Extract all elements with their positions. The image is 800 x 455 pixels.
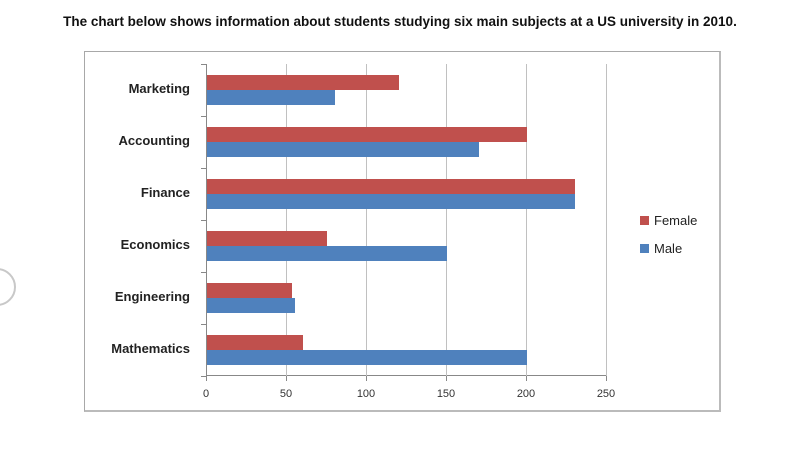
x-tick bbox=[366, 376, 367, 381]
category-label: Finance bbox=[140, 185, 190, 200]
bar-female-economics bbox=[207, 231, 327, 246]
legend-label: Female bbox=[654, 212, 698, 228]
y-tick bbox=[201, 272, 206, 273]
gridline bbox=[286, 64, 287, 376]
category-label: Accounting bbox=[118, 133, 191, 148]
x-tick-label: 0 bbox=[202, 388, 210, 400]
x-tick bbox=[606, 376, 607, 381]
x-tick-label: 150 bbox=[436, 388, 456, 400]
gridline bbox=[526, 64, 527, 376]
y-tick bbox=[201, 168, 206, 169]
chart-title: The chart below shows information about … bbox=[63, 14, 737, 29]
x-tick-label: 250 bbox=[596, 388, 616, 400]
plot-area bbox=[201, 64, 607, 381]
category-label: Mathematics bbox=[111, 341, 190, 356]
gridline bbox=[606, 64, 607, 376]
bar-male-economics bbox=[207, 246, 447, 261]
x-tick-label: 50 bbox=[279, 388, 293, 400]
y-axis bbox=[206, 64, 207, 376]
x-tick-label: 100 bbox=[356, 388, 376, 400]
x-axis bbox=[206, 375, 606, 376]
y-tick bbox=[201, 116, 206, 117]
female-swatch-icon bbox=[640, 215, 649, 225]
male-swatch-icon bbox=[640, 243, 649, 253]
bar-female-finance bbox=[207, 179, 575, 194]
y-tick bbox=[201, 324, 206, 325]
category-label: Economics bbox=[120, 237, 190, 252]
bar-male-finance bbox=[207, 194, 575, 209]
bar-female-marketing bbox=[207, 75, 399, 90]
x-tick bbox=[526, 376, 527, 381]
bar-male-accounting bbox=[207, 142, 479, 157]
gridline bbox=[366, 64, 367, 376]
x-tick bbox=[206, 376, 207, 381]
bar-female-accounting bbox=[207, 127, 527, 142]
y-tick bbox=[201, 64, 206, 65]
bar-female-mathematics bbox=[207, 335, 303, 350]
legend: Female Male bbox=[640, 206, 697, 262]
x-tick-label: 200 bbox=[516, 388, 536, 400]
bar-male-engineering bbox=[207, 298, 295, 313]
bar-female-engineering bbox=[207, 283, 292, 298]
x-tick bbox=[446, 376, 447, 381]
x-tick bbox=[286, 376, 287, 381]
legend-item-male: Male bbox=[640, 234, 697, 262]
y-tick bbox=[201, 376, 206, 377]
bar-male-mathematics bbox=[207, 350, 527, 365]
category-label: Engineering bbox=[114, 289, 190, 304]
legend-item-female: Female bbox=[640, 206, 697, 234]
category-label: Marketing bbox=[128, 81, 190, 96]
legend-label: Male bbox=[654, 240, 683, 256]
partial-circle-control[interactable] bbox=[0, 268, 16, 306]
gridline bbox=[446, 64, 447, 376]
y-tick bbox=[201, 220, 206, 221]
chart-frame bbox=[84, 51, 721, 412]
bar-male-marketing bbox=[207, 90, 335, 105]
